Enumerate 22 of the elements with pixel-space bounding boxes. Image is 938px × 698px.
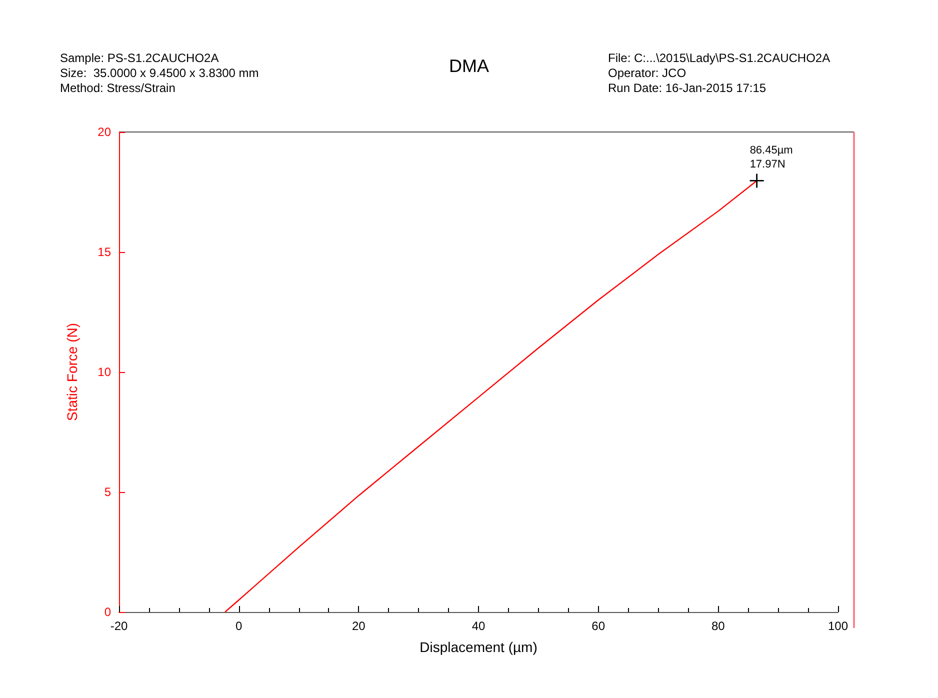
y-tick-label: 15 [98, 245, 112, 259]
text: Operator: JCO [608, 66, 686, 80]
y-tick-label: 0 [104, 605, 112, 619]
x-tick-label: 60 [592, 619, 606, 633]
y-tick-label: 20 [98, 125, 112, 139]
y-axis-title: Static Force (N) [64, 322, 80, 422]
x-tick-label: 20 [352, 619, 366, 633]
x-axis-title: Displacement (µm) [420, 639, 538, 655]
x-tick-label: 100 [828, 619, 848, 633]
y-tick-label: 5 [104, 485, 112, 499]
chart-title: DMA [449, 56, 489, 76]
x-tick-label: 40 [472, 619, 486, 633]
y-tick-label: 10 [98, 365, 112, 379]
x-tick-label: 80 [711, 619, 726, 633]
text: Run Date: 16-Jan-2015 17:15 [608, 81, 766, 95]
text: Method: Stress/Strain [60, 81, 176, 95]
text: File: C:...\2015\Lady\PS-S1.2CAUCHO2A [608, 51, 830, 65]
annotation: 86.45µm 17.97N [750, 144, 793, 171]
text: Size: 35.0000 x 9.4500 x 3.8300 mm [60, 66, 259, 80]
text: Sample: PS-S1.2CAUCHO2A [60, 51, 219, 65]
x-tick-label: -20 [110, 619, 128, 633]
x-tick-label: 0 [235, 619, 242, 633]
